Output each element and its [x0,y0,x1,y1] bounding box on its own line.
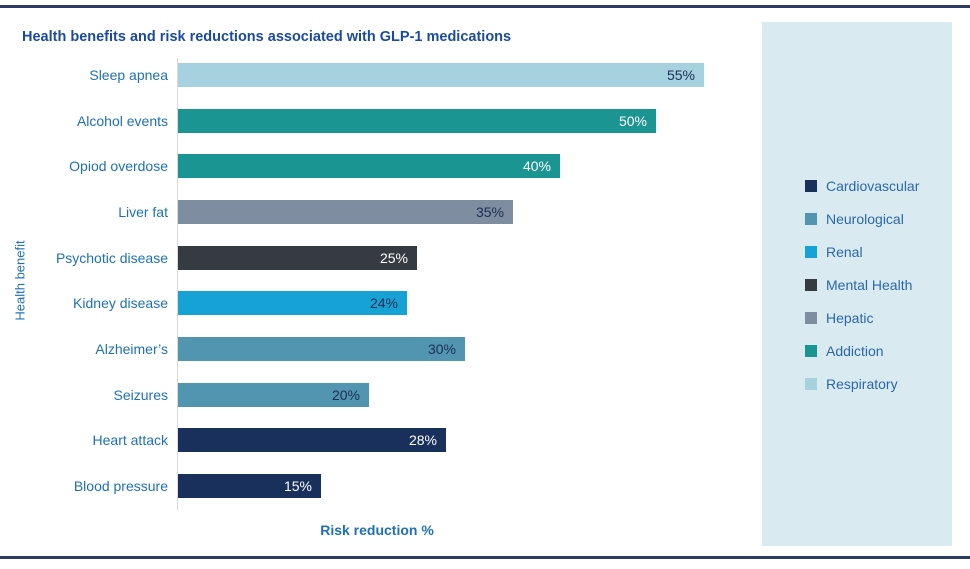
bar-value-label: 30% [427,341,456,357]
bar-row: Blood pressure 15% [0,474,760,498]
bar: 50% [178,109,656,133]
legend-swatch [805,246,817,258]
bar-category-label: Seizures [113,387,168,403]
legend-item: Mental Health [805,277,913,293]
legend-swatch [805,180,817,192]
legend-item: Renal [805,244,863,260]
bar-category-label: Kidney disease [73,295,168,311]
bar-category-label: Sleep apnea [89,67,168,83]
bar-category-label: Psychotic disease [55,250,168,266]
legend-item: Respiratory [805,376,898,392]
bar-row: Opiod overdose 40% [0,154,760,178]
y-axis-line [177,58,178,510]
legend-item: Neurological [805,211,904,227]
y-axis-title: Health benefit [12,240,28,321]
legend-panel: Cardiovascular Neurological Renal Mental He… [762,22,952,546]
bar-row: Psychotic disease 25% [0,246,760,270]
legend-item: Addiction [805,343,884,359]
bar-value-label: 25% [379,250,408,266]
bar-category-label: Heart attack [92,432,168,448]
bar-value-label: 35% [475,204,504,220]
legend-item: Cardiovascular [805,178,920,194]
bar-value-label: 40% [522,158,551,174]
legend-label: Hepatic [826,310,874,326]
legend-label: Renal [826,244,863,260]
bar: 15% [178,474,321,498]
bar: 40% [178,154,560,178]
bar-row: Sleep apnea 55% [0,63,760,87]
bar-value-label: 55% [666,67,695,83]
bar: 55% [178,63,704,87]
bar: 20% [178,383,369,407]
bar-category-label: Alzheimer’s [95,341,168,357]
bottom-rule [0,556,970,559]
legend-swatch [805,378,817,390]
plot-area: Sleep apnea 55% Alcohol events 50% Opiod ove… [0,58,760,510]
bar-row: Liver fat 35% [0,200,760,224]
bar-row: Heart attack 28% [0,428,760,452]
bar-value-label: 15% [283,478,312,494]
bar-row: Kidney disease 24% [0,291,760,315]
legend-label: Addiction [826,343,884,359]
bar-value-label: 28% [408,432,437,448]
legend-item: Hepatic [805,310,874,326]
bar: 28% [178,428,446,452]
bar-row: Seizures 20% [0,383,760,407]
top-rule [0,5,970,8]
bar-category-label: Alcohol events [76,113,168,129]
legend-label: Respiratory [826,376,898,392]
bar-row: Alzheimer’s 30% [0,337,760,361]
legend-swatch [805,279,817,291]
bar-category-label: Opiod overdose [69,158,168,174]
bar-value-label: 20% [331,387,360,403]
legend-swatch [805,312,817,324]
legend-swatch [805,213,817,225]
legend-label: Cardiovascular [826,178,920,194]
bar: 30% [178,337,465,361]
bar: 35% [178,200,513,224]
legend-label: Mental Health [826,277,913,293]
legend-swatch [805,345,817,357]
bar: 24% [178,291,407,315]
bar-category-label: Blood pressure [73,478,168,494]
bar-category-label: Liver fat [118,204,168,220]
legend-label: Neurological [826,211,904,227]
bar-value-label: 24% [369,295,398,311]
bar-row: Alcohol events 50% [0,109,760,133]
x-axis-title: Risk reduction % [320,522,434,538]
bar-value-label: 50% [618,113,647,129]
bar: 25% [178,246,417,270]
chart-title: Health benefits and risk reductions asso… [22,29,512,45]
